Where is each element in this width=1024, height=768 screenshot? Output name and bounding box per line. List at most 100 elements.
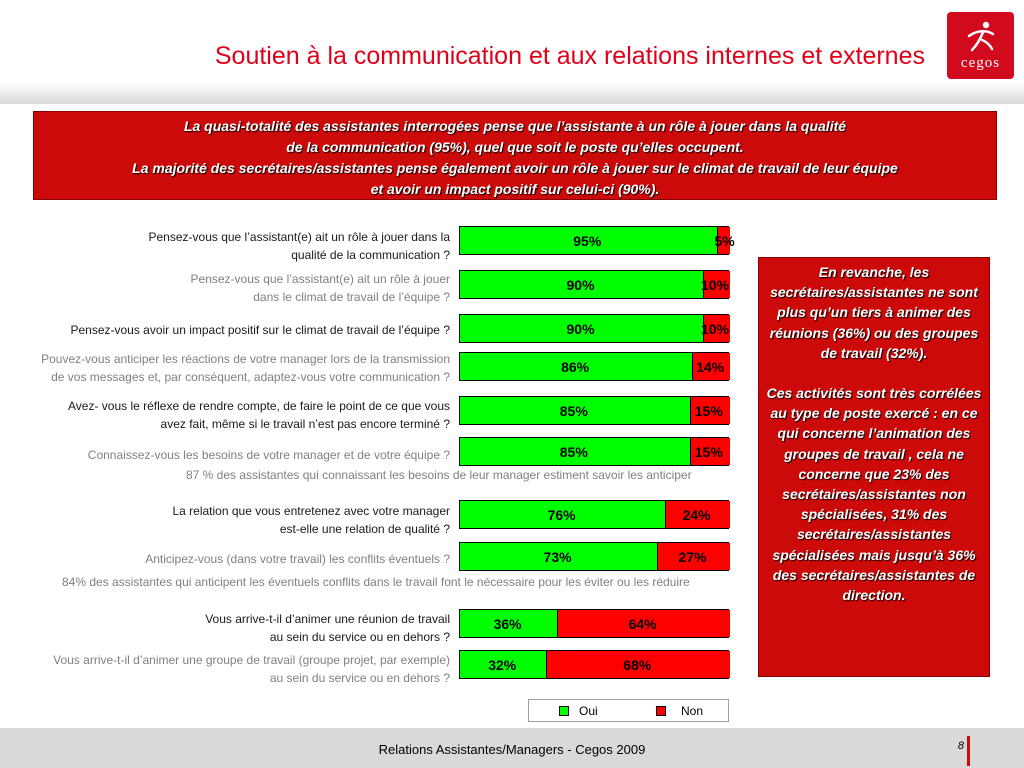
value-label-non: 10% [701,321,730,337]
value-label-oui: 76% [547,507,576,523]
segment-divider [657,543,659,570]
legend-label-oui: Oui [579,704,598,718]
question-line: de vos messages et, par conséquent, adap… [51,370,450,384]
cegos-logo: cegos [947,12,1014,79]
logo-brand-text: cegos [960,55,1001,71]
value-label-oui: 73% [543,549,572,565]
stacked-bar: 73% 27% [459,542,730,571]
question-line: dans le climat de travail de l’équipe ? [253,290,450,304]
question-line: Pensez-vous que l’assistant(e) ait un rô… [190,272,450,286]
question-label: Pensez-vous que l’assistant(e) ait un rô… [0,228,451,264]
banner-line: de la communication (95%), quel que soit… [286,139,744,155]
bar-segment-oui [460,543,658,570]
value-label-non: 24% [682,507,711,523]
stacked-bar: 86% 14% [459,352,730,381]
bar-segment-oui [460,271,703,298]
bar-segment-oui [460,501,666,528]
question-line: est-elle une relation de qualité ? [279,522,450,536]
footer-band [0,728,1024,768]
stacked-bar: 95% 5% [459,226,735,255]
question-label: Anticipez-vous (dans votre travail) les … [0,550,450,568]
value-label-non: 68% [623,657,652,673]
stacked-bar: 90% 10% [459,314,730,343]
commentary-paragraph: En revanche, les secrétaires/assistantes… [769,264,979,361]
chart-annotation: 84% des assistantes qui anticipent les é… [62,575,690,589]
commentary-paragraph: Ces activités sont très corrélées au typ… [766,385,982,604]
question-line: Connaissez-vous les besoins de votre man… [87,448,450,462]
legend-swatch-oui [559,706,569,716]
stacked-bar: 36% 64% [459,609,730,638]
banner-line: La majorité des secrétaires/assistantes … [132,160,898,176]
value-label-oui: 85% [559,444,588,460]
value-label-oui: 86% [561,359,590,375]
question-line: Anticipez-vous (dans votre travail) les … [145,552,450,566]
question-label: Connaissez-vous les besoins de votre man… [0,446,450,464]
commentary-box: En revanche, les secrétaires/assistantes… [758,257,990,677]
question-label: Avez- vous le réflexe de rendre compte, … [0,397,450,433]
segment-divider [689,438,691,465]
question-line: La relation que vous entretenez avec vot… [172,504,450,518]
value-label-non: 15% [694,444,723,460]
value-label-non: 64% [628,616,657,632]
header-band [0,0,1024,104]
bar-segment-oui [460,651,547,678]
bar-segment-non [546,651,730,678]
summary-banner: La quasi-totalité des assistantes interr… [33,111,997,200]
question-label: Vous arrive-t-il d’animer une réunion de… [0,610,450,646]
segment-divider [665,501,667,528]
bar-segment-non [689,397,730,424]
segment-divider [692,353,694,380]
segment-divider [557,610,559,637]
question-line: Vous arrive-t-il d’animer une groupe de … [53,653,450,667]
value-label-non: 5% [714,233,735,249]
segment-divider [703,271,704,298]
segment-divider [703,315,704,342]
bar-segment-non [703,315,730,342]
stacked-bar: 32% 68% [459,650,730,679]
segment-divider [689,397,691,424]
question-label: Pouvez-vous anticiper les réactions de v… [0,350,450,386]
banner-line: et avoir un impact positif sur celui-ci … [370,181,660,197]
page-marker [967,736,970,766]
value-label-oui: 32% [488,657,517,673]
page-number: 8 [957,740,964,752]
question-line: Pensez-vous que l’assistant(e) ait un rô… [148,230,451,244]
value-label-oui: 36% [493,616,522,632]
value-label-oui: 90% [566,321,595,337]
footer-text: Relations Assistantes/Managers - Cegos 2… [378,742,646,757]
question-label: Vous arrive-t-il d’animer une groupe de … [0,651,450,687]
bar-segment-oui [460,610,558,637]
question-label: Pensez-vous avoir un impact positif sur … [0,321,450,339]
bar-segment-non [665,501,730,528]
question-line: qualité de la communication ? [291,248,450,262]
legend-label-non: Non [681,704,704,718]
bar-segment-non [716,227,730,254]
bar-segment-non [657,543,730,570]
bar-segment-non [557,610,730,637]
chart-legend: Oui Non [528,699,729,722]
value-label-non: 15% [694,403,723,419]
value-label-oui: 90% [566,277,595,293]
question-label: Pensez-vous que l’assistant(e) ait un rô… [0,270,450,306]
bar-segment-non [703,271,730,298]
stacked-bar: 90% 10% [459,270,730,299]
page-title: Soutien à la communication et aux relati… [214,42,925,70]
segment-divider [546,651,548,678]
bar-segment-oui [460,315,703,342]
stacked-bar: 85% 15% [459,437,730,466]
question-line: au sein du service ou en dehors ? [269,671,450,685]
bar-segment-oui [460,227,717,254]
legend-swatch-non [656,706,666,716]
value-label-oui: 85% [559,403,588,419]
question-line: Avez- vous le réflexe de rendre compte, … [67,399,450,413]
bar-segment-oui [460,438,690,465]
question-line: Pouvez-vous anticiper les réactions de v… [41,352,450,366]
segment-divider [716,227,718,254]
question-line: Pensez-vous avoir un impact positif sur … [70,323,450,337]
bar-segment-non [689,438,730,465]
bar-segment-non [692,353,730,380]
banner-line: La quasi-totalité des assistantes interr… [183,118,847,134]
question-line: Vous arrive-t-il d’animer une réunion de… [205,612,450,626]
value-label-oui: 95% [573,233,602,249]
question-line: avez fait, même si le travail n’est pas … [160,417,450,431]
